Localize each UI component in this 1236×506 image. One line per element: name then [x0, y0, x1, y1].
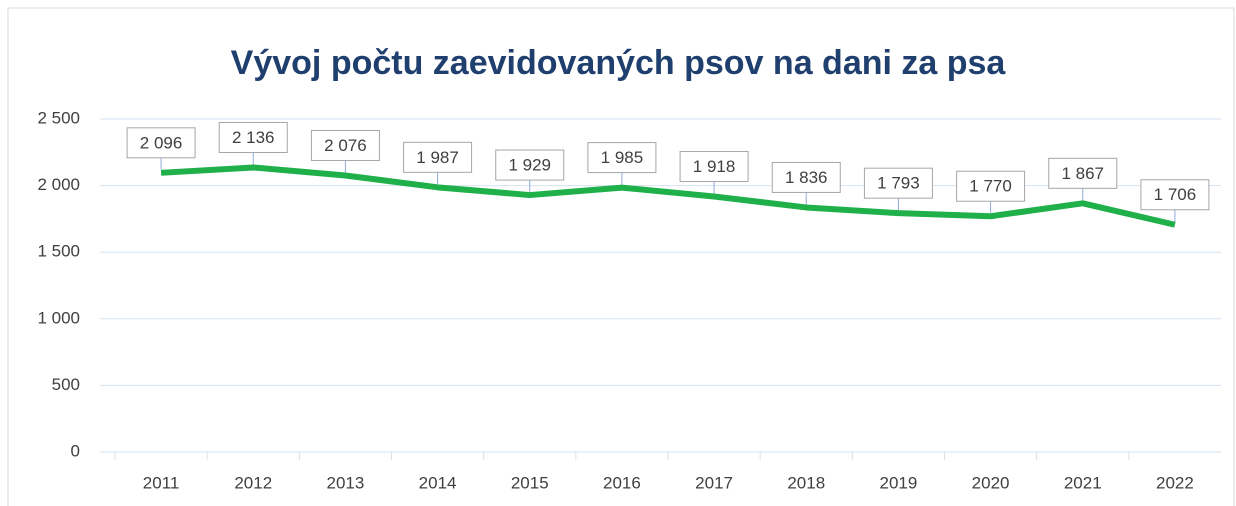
line-series — [160, 164, 1176, 228]
data-label: 1 793 — [877, 174, 920, 193]
label-box — [126, 127, 196, 159]
y-tick-label: 500 — [52, 375, 80, 394]
data-label: 1 770 — [969, 177, 1012, 196]
label-box — [956, 170, 1026, 202]
x-tick-label: 2021 — [1064, 473, 1102, 492]
label-box — [863, 167, 933, 199]
data-label: 2 076 — [324, 136, 367, 155]
data-label: 1 836 — [785, 168, 828, 187]
label-box — [771, 161, 841, 193]
label-box — [1140, 179, 1210, 211]
x-tick-label: 2018 — [787, 473, 825, 492]
y-tick-label: 1 000 — [37, 308, 80, 327]
label-box — [679, 151, 749, 183]
chart-title: Vývoj počtu zaevidovaných psov na dani z… — [231, 44, 1007, 82]
x-tick-label: 2020 — [972, 473, 1010, 492]
label-box — [495, 149, 565, 181]
y-tick-label: 1 500 — [37, 242, 80, 261]
data-label: 2 096 — [140, 133, 183, 152]
x-tick-label: 2013 — [327, 473, 365, 492]
label-box — [218, 121, 288, 153]
x-tick-label: 2017 — [695, 473, 733, 492]
x-tick-label: 2012 — [234, 473, 272, 492]
x-tick-label: 2011 — [143, 473, 180, 492]
data-label: 2 136 — [232, 128, 275, 147]
data-label: 1 929 — [508, 156, 551, 175]
x-tick-label: 2022 — [1156, 473, 1194, 492]
y-tick-label: 0 — [71, 441, 80, 460]
label-box — [310, 129, 380, 161]
data-label: 1 867 — [1061, 164, 1104, 183]
chart-frame — [7, 7, 1235, 506]
data-label: 1 985 — [601, 148, 644, 167]
x-tick-label: 2015 — [511, 473, 549, 492]
label-box — [587, 142, 657, 174]
y-tick-label: 2 000 — [37, 175, 80, 194]
x-tick-label: 2019 — [880, 473, 918, 492]
y-tick-label: 2 500 — [37, 108, 80, 127]
label-box — [403, 141, 473, 173]
x-tick-label: 2014 — [419, 473, 457, 492]
data-label: 1 918 — [693, 157, 736, 176]
label-box — [1048, 157, 1118, 189]
data-label: 1 987 — [416, 148, 459, 167]
data-label: 1 706 — [1154, 185, 1197, 204]
x-tick-label: 2016 — [603, 473, 641, 492]
